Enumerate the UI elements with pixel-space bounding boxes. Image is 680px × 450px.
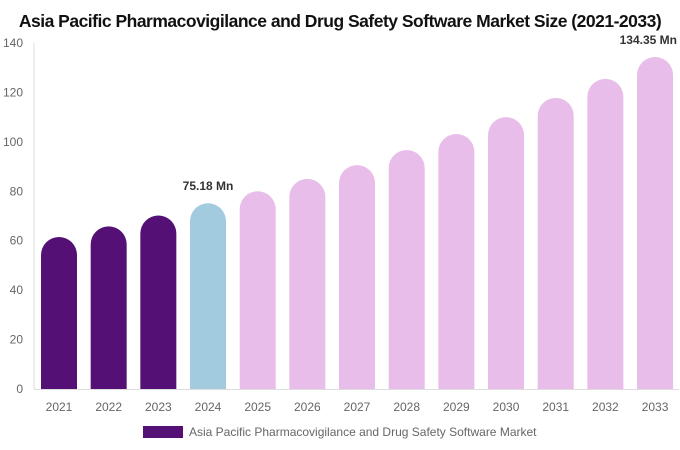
bar-2032 bbox=[587, 78, 624, 389]
x-tick-label: 2027 bbox=[344, 400, 371, 414]
x-tick-label: 2030 bbox=[493, 400, 520, 414]
y-tick-label: 60 bbox=[10, 234, 24, 248]
bar-2028 bbox=[388, 150, 425, 389]
y-tick-label: 0 bbox=[16, 382, 23, 396]
x-tick-label: 2023 bbox=[145, 400, 172, 414]
y-tick-label: 140 bbox=[3, 36, 23, 50]
y-tick-label: 40 bbox=[10, 283, 24, 297]
bar-2024 bbox=[190, 203, 227, 389]
bar-2023 bbox=[140, 215, 177, 389]
bar-2030 bbox=[488, 117, 525, 390]
y-tick-label: 120 bbox=[3, 85, 23, 99]
x-tick-label: 2021 bbox=[46, 400, 73, 414]
bar-2033 bbox=[637, 56, 674, 390]
x-tick-label: 2033 bbox=[642, 400, 669, 414]
legend-swatch bbox=[143, 426, 183, 438]
x-tick-label: 2026 bbox=[294, 400, 321, 414]
data-label: 134.35 Mn bbox=[620, 33, 677, 47]
x-tick-label: 2024 bbox=[195, 400, 222, 414]
bar-2031 bbox=[537, 97, 574, 389]
data-label: 75.18 Mn bbox=[183, 179, 234, 193]
bar-2027 bbox=[339, 165, 376, 389]
chart-title: Asia Pacific Pharmacovigilance and Drug … bbox=[18, 11, 662, 31]
y-tick-label: 100 bbox=[3, 135, 23, 149]
y-tick-label: 80 bbox=[10, 184, 24, 198]
x-tick-label: 2028 bbox=[393, 400, 420, 414]
bar-2026 bbox=[289, 178, 326, 389]
bar-2029 bbox=[438, 133, 475, 389]
x-tick-label: 2029 bbox=[443, 400, 470, 414]
legend: Asia Pacific Pharmacovigilance and Drug … bbox=[143, 425, 537, 439]
y-tick-label: 20 bbox=[10, 333, 24, 347]
x-tick-label: 2022 bbox=[95, 400, 122, 414]
x-tick-label: 2025 bbox=[244, 400, 271, 414]
legend-label: Asia Pacific Pharmacovigilance and Drug … bbox=[189, 425, 537, 439]
x-tick-label: 2031 bbox=[542, 400, 569, 414]
bar-2025 bbox=[239, 191, 276, 389]
x-tick-label: 2032 bbox=[592, 400, 619, 414]
bar-2022 bbox=[90, 226, 127, 389]
bar-2021 bbox=[41, 237, 77, 389]
